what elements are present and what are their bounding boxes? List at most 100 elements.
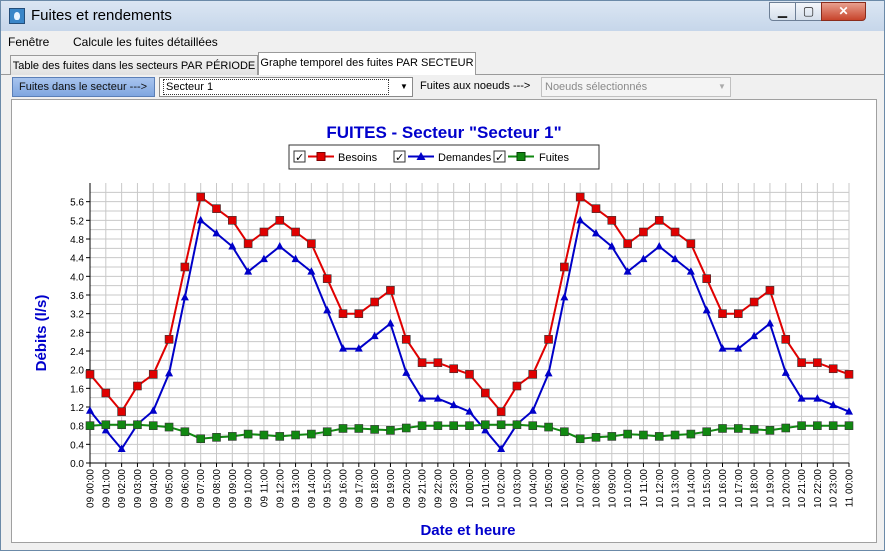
x-tick-label: 09 10:00 (244, 469, 255, 508)
x-tick-label: 10 11:00 (639, 469, 650, 508)
tab-graphe-secteur[interactable]: Graphe temporel des fuites PAR SECTEUR (258, 52, 476, 75)
data-point-fuites (133, 420, 142, 430)
x-tick-label: 09 23:00 (449, 469, 460, 508)
chevron-down-icon[interactable]: ▼ (400, 82, 408, 91)
data-point-fuites (813, 421, 822, 430)
legend: ✓ Besoins ✓ Demandes ✓ Fui (288, 144, 600, 170)
checkmark-icon: ✓ (495, 152, 504, 164)
menu-bar: Fenêtre Calcule les fuites détaillées (1, 32, 884, 52)
sector-filter-button[interactable]: Fuites dans le secteur ---> (12, 77, 155, 97)
data-point-fuites (797, 421, 806, 430)
data-point-fuites (275, 432, 285, 441)
data-point-fuites (734, 424, 743, 433)
x-tick-label: 09 15:00 (323, 469, 334, 508)
tab-strip: Table des fuites dans les secteurs PAR P… (1, 52, 884, 75)
data-point-demandes (750, 331, 759, 340)
data-point-besoins (765, 286, 775, 295)
data-point-demandes (165, 368, 174, 377)
chart-grid (89, 183, 850, 464)
data-point-besoins (528, 370, 538, 379)
data-point-besoins (465, 370, 474, 379)
minimize-button[interactable]: ▁ (769, 2, 796, 21)
data-point-besoins (481, 388, 490, 398)
data-point-demandes (592, 228, 600, 237)
data-point-besoins (607, 216, 617, 225)
y-tick-label: 3.6 (70, 291, 84, 302)
data-point-besoins (259, 227, 269, 237)
data-point-demandes (702, 305, 711, 314)
x-tick-label: 09 19:00 (386, 469, 397, 508)
data-point-fuites (228, 432, 237, 441)
x-tick-label: 10 02:00 (497, 469, 508, 508)
sector-select[interactable]: Secteur 1 ▼ (159, 77, 413, 97)
legend-item-fuites[interactable]: ✓ Fuites (493, 150, 569, 164)
legend-marker-demandes (416, 152, 426, 160)
y-tick-label: 2.0 (70, 366, 84, 377)
x-tick-label: 10 23:00 (829, 469, 840, 508)
legend-label-demandes: Demandes (438, 152, 492, 164)
legend-box (288, 144, 600, 170)
chevron-down-icon[interactable]: ▼ (718, 82, 726, 91)
x-tick-label: 09 14:00 (307, 469, 318, 508)
data-point-besoins (828, 364, 838, 374)
data-point-besoins (449, 364, 458, 374)
data-point-demandes (339, 344, 347, 352)
data-point-besoins (591, 204, 601, 213)
data-point-demandes (259, 254, 268, 263)
data-point-demandes (544, 368, 553, 377)
x-tick-label: 10 16:00 (718, 469, 729, 508)
legend-marker-besoins (316, 152, 326, 161)
menu-calcule-fuites[interactable]: Calcule les fuites détaillées (73, 35, 218, 49)
data-point-fuites (433, 421, 443, 430)
x-tick-label: 09 04:00 (149, 469, 160, 508)
data-point-fuites (575, 434, 585, 444)
y-tick-label: 4.8 (70, 235, 84, 246)
tab-table-periode[interactable]: Table des fuites dans les secteurs PAR P… (10, 55, 258, 75)
data-point-fuites (844, 421, 854, 430)
title-bar[interactable]: Fuites et rendements ▁ ▢ ✕ (1, 1, 884, 31)
data-point-besoins (670, 227, 680, 237)
window-title: Fuites et rendements (31, 7, 172, 24)
legend-checkbox-demandes[interactable] (393, 150, 406, 163)
data-point-fuites (307, 429, 316, 439)
y-axis: 0.0 0.4 0.8 1.2 1.6 2.0 2.4 2.8 3.2 3.6 4.0 4.4 4.8 5… (70, 198, 90, 470)
x-tick-label: 09 02:00 (117, 469, 128, 508)
data-point-besoins (496, 407, 506, 416)
data-point-fuites (623, 429, 632, 439)
data-point-demandes (639, 254, 648, 263)
x-tick-label: 09 22:00 (433, 469, 444, 508)
data-point-fuites (370, 425, 379, 434)
sector-select-value: Secteur 1 (163, 79, 389, 95)
legend-item-besoins[interactable]: ✓ Besoins (293, 150, 378, 164)
y-tick-label: 1.2 (70, 403, 84, 414)
data-point-demandes (180, 292, 189, 301)
data-point-demandes (781, 368, 790, 376)
x-tick-label: 09 13:00 (291, 469, 302, 508)
y-tick-label: 5.6 (70, 198, 84, 209)
data-point-demandes (354, 344, 363, 352)
x-tick-label: 09 06:00 (180, 469, 191, 508)
data-point-besoins (417, 358, 427, 367)
x-tick-label: 10 06:00 (560, 469, 571, 508)
data-point-demandes (465, 407, 474, 415)
close-button[interactable]: ✕ (821, 2, 866, 21)
data-point-fuites (196, 434, 205, 444)
data-point-fuites (702, 427, 711, 437)
legend-checkbox-fuites[interactable] (493, 150, 506, 163)
data-point-demandes (244, 267, 253, 275)
menu-fenetre[interactable]: Fenêtre (8, 35, 50, 49)
legend-item-demandes[interactable]: ✓ Demandes (393, 150, 492, 164)
nodes-select[interactable]: Noeuds sélectionnés ▼ (541, 77, 731, 97)
data-point-demandes (449, 400, 458, 409)
x-tick-label: 10 01:00 (481, 469, 492, 508)
maximize-button[interactable]: ▢ (795, 2, 822, 21)
data-point-fuites (686, 429, 696, 439)
x-tick-label: 10 21:00 (797, 469, 808, 508)
x-tick-label: 10 09:00 (607, 469, 618, 508)
nodes-filter-label: Fuites aux noeuds ---> (420, 80, 531, 92)
legend-checkbox-besoins[interactable] (293, 150, 306, 163)
data-point-besoins (243, 239, 253, 248)
x-tick-label: 09 05:00 (165, 469, 176, 508)
data-point-besoins (101, 388, 111, 398)
y-tick-label: 2.4 (70, 347, 84, 358)
